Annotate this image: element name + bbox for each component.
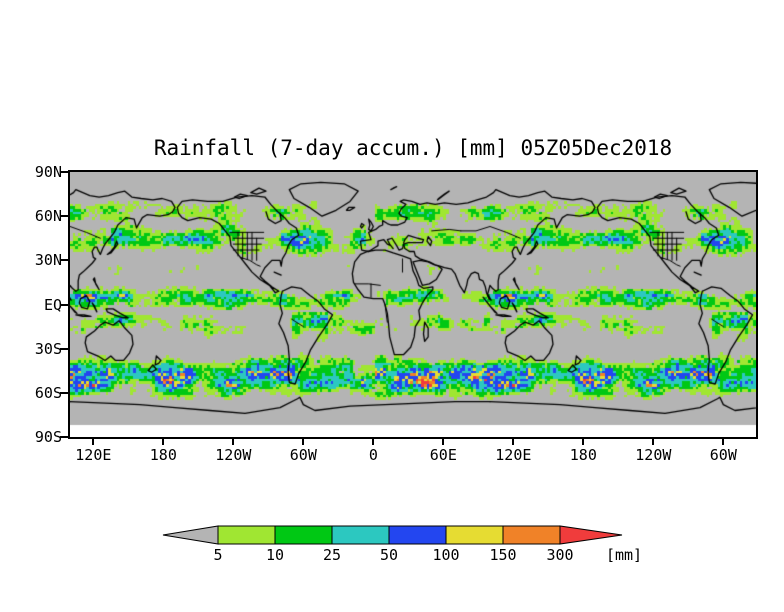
colorbar-segment <box>274 525 333 545</box>
lon-tick <box>232 438 235 445</box>
lon-tick-label: 60W <box>289 446 317 464</box>
lat-tick-label: 30N <box>34 251 62 270</box>
colorbar-segment <box>217 525 276 545</box>
lon-tick <box>372 438 375 445</box>
lon-tick <box>722 438 725 445</box>
lon-tick <box>652 438 655 445</box>
colorbar <box>150 520 650 565</box>
colorbar-graphic <box>162 525 623 545</box>
map-frame <box>68 170 758 439</box>
colorbar-segment <box>331 525 390 545</box>
lat-tick <box>60 259 69 262</box>
lon-tick-label: 180 <box>569 446 597 464</box>
colorbar-level-label: 5 <box>213 546 223 564</box>
colorbar-level-label: 25 <box>322 546 342 564</box>
lat-tick <box>60 171 69 173</box>
world-rainfall-map <box>70 172 756 437</box>
lon-tick <box>92 438 95 445</box>
lon-tick-label: 180 <box>149 446 177 464</box>
lon-tick <box>162 438 165 445</box>
colorbar-segment <box>388 525 447 545</box>
lon-tick <box>302 438 305 445</box>
colorbar-over-arrow <box>559 525 623 545</box>
lon-tick <box>512 438 515 445</box>
lat-tick-label: 90S <box>34 428 62 446</box>
colorbar-under-arrow <box>162 525 219 545</box>
lon-tick <box>582 438 585 445</box>
lat-tick-label: EQ <box>43 295 62 314</box>
lat-tick <box>60 436 69 438</box>
lat-tick <box>60 347 69 350</box>
lon-tick-label: 60E <box>429 446 457 464</box>
lat-tick <box>60 303 69 306</box>
chart-title: Rainfall (7-day accum.) [mm] 05Z05Dec201… <box>153 136 673 160</box>
colorbar-level-label: 50 <box>379 546 399 564</box>
lon-tick-label: 0 <box>368 446 378 464</box>
lon-tick-label: 120W <box>635 446 672 464</box>
lon-tick <box>442 438 445 445</box>
colorbar-level-label: 100 <box>432 546 460 564</box>
colorbar-level-label: 300 <box>546 546 574 564</box>
lat-tick-label: 90N <box>34 163 62 181</box>
lon-tick-label: 120W <box>215 446 252 464</box>
colorbar-segment <box>502 525 561 545</box>
lat-tick-label: 30S <box>34 339 62 358</box>
colorbar-segment <box>445 525 504 545</box>
lat-tick <box>60 391 69 394</box>
colorbar-level-label: 10 <box>265 546 285 564</box>
colorbar-level-label: 150 <box>489 546 517 564</box>
lon-tick-label: 60W <box>709 446 737 464</box>
lat-tick-label: 60S <box>34 383 62 402</box>
colorbar-units-label: [mm] <box>605 546 643 564</box>
lon-tick-label: 120E <box>495 446 532 464</box>
lon-tick-label: 120E <box>75 446 112 464</box>
lat-tick-label: 60N <box>34 207 62 226</box>
lat-tick <box>60 215 69 218</box>
